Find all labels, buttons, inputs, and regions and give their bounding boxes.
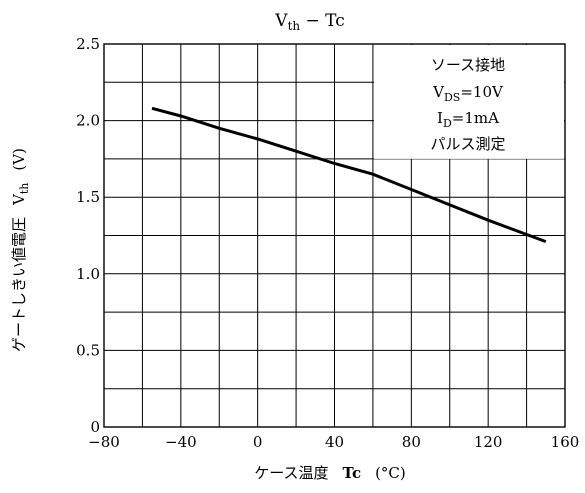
condition-pulse: パルス測定 [430, 135, 505, 153]
x-tick-label: −40 [165, 433, 197, 451]
y-tick-labels: 0 0.5 1.0 1.5 2.0 2.5 [76, 35, 100, 436]
y-tick-label: 2.5 [76, 35, 100, 53]
y-axis-label-group: ゲートしきい値電圧Vth(V) [10, 148, 31, 352]
conditions-background [373, 45, 564, 159]
y-tick-label: 1.0 [76, 265, 100, 283]
x-tick-label: 0 [253, 433, 263, 451]
x-tick-label: −80 [88, 433, 120, 451]
chart-title: Vth − Tc [274, 11, 344, 33]
y-tick-label: 0.5 [76, 341, 100, 359]
y-tick-label: 0 [90, 418, 100, 436]
y-axis-label: ゲートしきい値電圧Vth(V) [10, 148, 31, 352]
x-tick-label: 80 [402, 433, 421, 451]
x-tick-label: 120 [474, 433, 503, 451]
x-tick-labels: −80 −40 0 40 80 120 160 [88, 433, 579, 451]
x-tick-label: 160 [551, 433, 580, 451]
y-tick-label: 1.5 [76, 188, 100, 206]
series-line [151, 106, 547, 244]
condition-source-grounded: ソース接地 [431, 56, 505, 74]
y-tick-label: 2.0 [76, 112, 100, 130]
condition-id: ID=1mA [437, 109, 499, 130]
condition-vds: VDS=10V [432, 83, 504, 104]
x-axis-label: ケース温度 Tc (°C) [254, 464, 406, 482]
plot-frame [103, 43, 566, 428]
x-tick-label: 40 [325, 433, 344, 451]
conditions-box: ソース接地 VDS=10V ID=1mA パルス測定 [373, 45, 564, 159]
